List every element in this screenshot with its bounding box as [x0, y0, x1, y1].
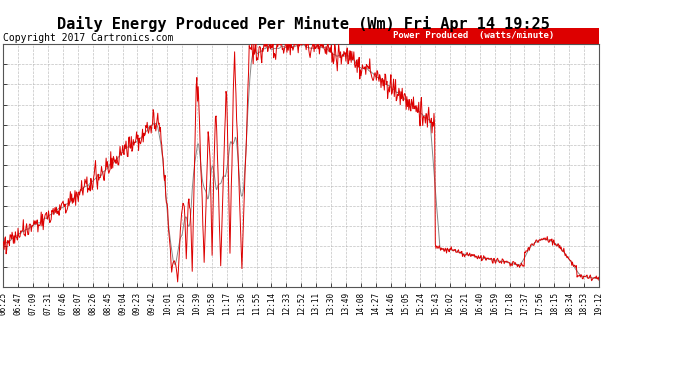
Text: Copyright 2017 Cartronics.com: Copyright 2017 Cartronics.com	[3, 33, 174, 43]
Text: Daily Energy Produced Per Minute (Wm) Fri Apr 14 19:25: Daily Energy Produced Per Minute (Wm) Fr…	[57, 16, 550, 32]
